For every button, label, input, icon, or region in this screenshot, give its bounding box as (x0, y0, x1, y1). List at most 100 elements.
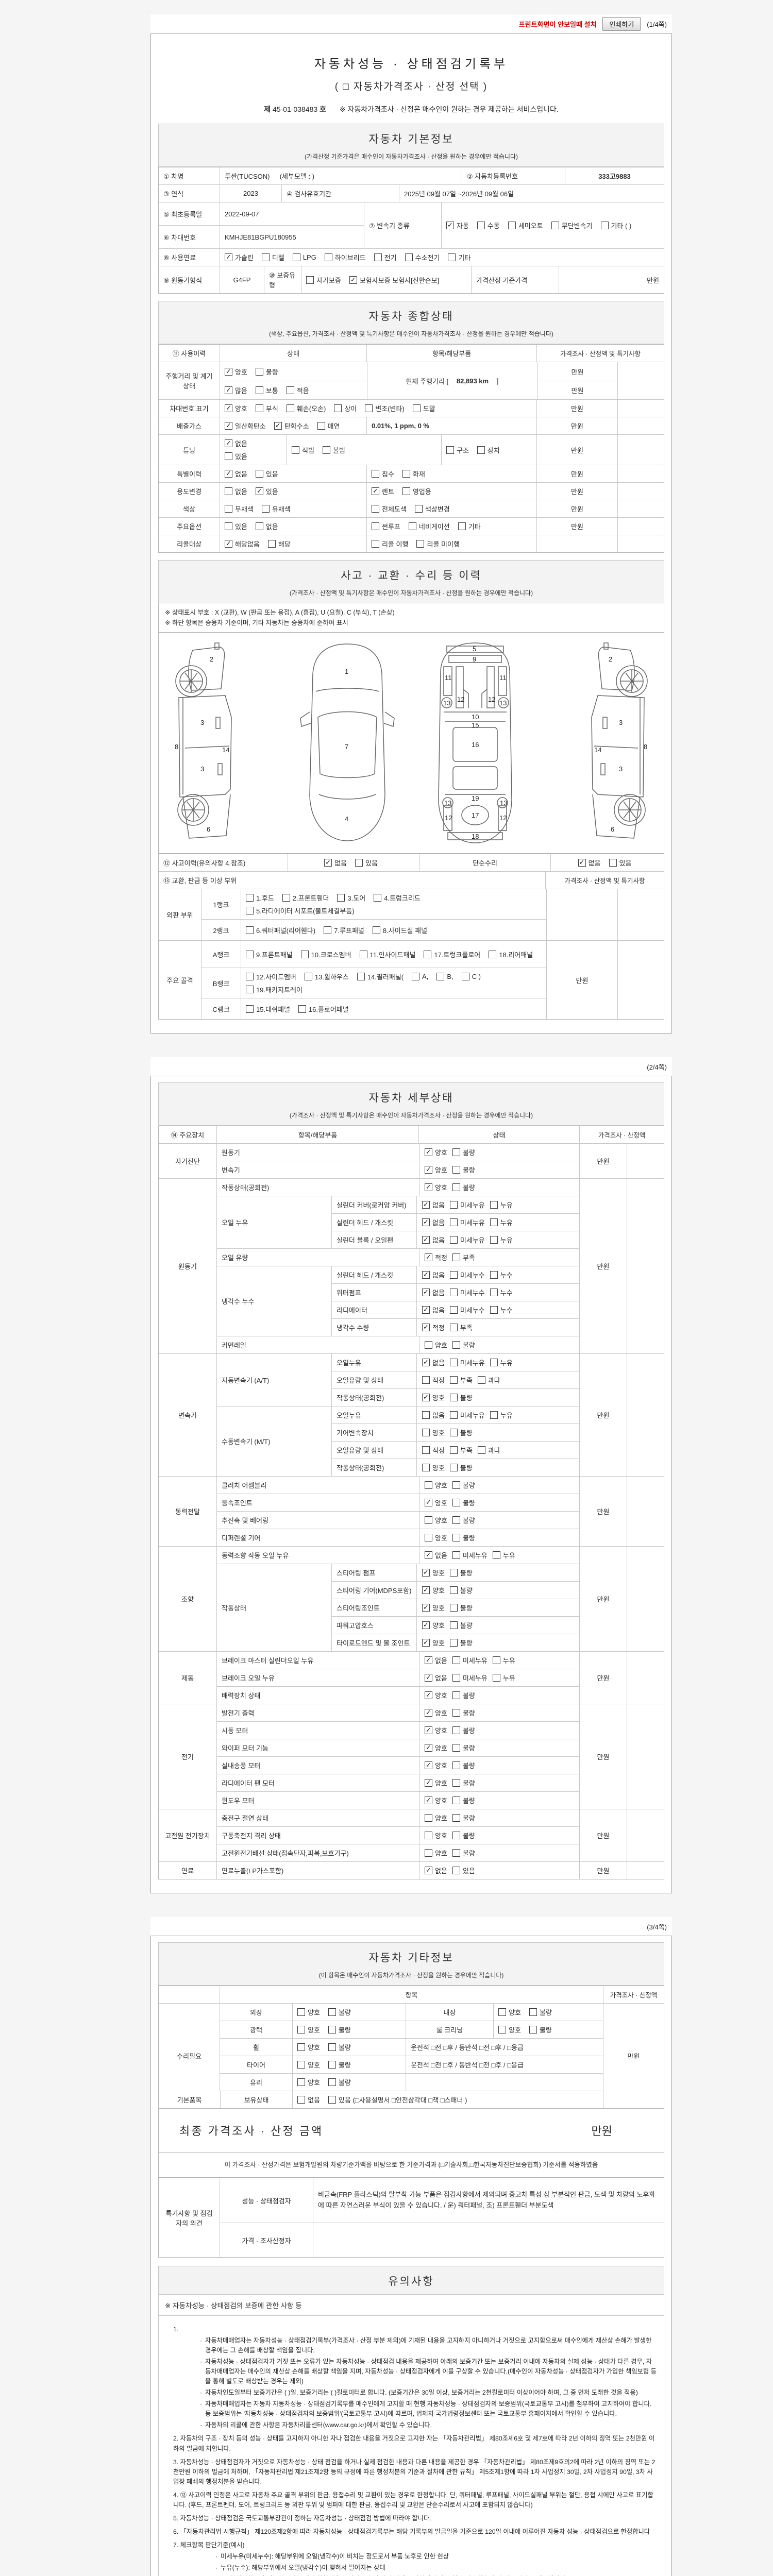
checkbox-option: 양호 (422, 1603, 445, 1613)
option-label: 미세누유 (462, 1674, 488, 1682)
checkbox-icon (490, 1218, 498, 1226)
exchange-label: ⑬ 교환, 판금 등 이상 부위 (163, 877, 237, 885)
option-label: 양호 (435, 1692, 447, 1700)
base-price-unit: 만원 (559, 266, 664, 293)
option-label: 부족 (462, 1254, 475, 1262)
option-label: 양호 (308, 2044, 320, 2052)
checkbox-option: 불량 (449, 1428, 473, 1437)
page-1: 자동차성능 · 상태점검기록부 ( □ 자동차가격조사 · 산정 선택 ) 제 … (150, 33, 672, 1033)
opinion-label: 특기사항 및 점검자의 의견 (165, 2209, 213, 2227)
section-accident-history: 사고 · 교환 · 수리 등 이력 (가격조사 · 산정액 및 특기사항은 매수… (158, 560, 664, 603)
option-label: 불량 (460, 1429, 473, 1437)
car-damage-diagram: 2 3 3 8 14 6 1 7 4 (158, 633, 664, 854)
panel-label: 8 (175, 743, 178, 751)
checkbox-checked-icon (225, 367, 232, 376)
checkbox-option: 양호 (225, 367, 247, 377)
notice-item: 6. 「자동차관리법 시행규칙」 제120조제2항에 따라 자동차성능 · 상태… (173, 2528, 650, 2535)
checkbox-option: 누수 (490, 1305, 513, 1315)
item-label: 커먼레일 (222, 1342, 246, 1349)
checkbox-option: 자가보증 (306, 275, 341, 285)
option-label: 3.도어 (347, 894, 366, 902)
price-basis-note: 이 가격조사 · 산정가격은 보험개발원의 차량기준가액을 바탕으로 한 기준가… (158, 2153, 664, 2178)
item-label: 오일 유량 (222, 1254, 248, 1262)
checkbox-option: 양호 (425, 1498, 447, 1507)
option-label: 16.플로어패널 (308, 1005, 349, 1013)
valid-label: ④ 검사유효기간 (281, 185, 399, 202)
option-label: 기타 (468, 523, 481, 531)
print-button[interactable]: 인쇄하기 (602, 17, 641, 31)
color-change-options: 전체도색 색상변경 (366, 500, 536, 517)
notice-item: 7. 체크항목 판단기준(예시) (173, 2541, 245, 2549)
checkbox-option: 많음 (225, 385, 247, 395)
checkbox-checked-icon (425, 1744, 432, 1752)
option-label: 8.사이드실 패널 (382, 926, 428, 935)
option-label: 누유 (502, 1552, 515, 1560)
checkbox-option: 양호 (297, 2042, 320, 2052)
price-cell: 만원 (536, 500, 617, 517)
checkbox-checked-icon (425, 1867, 432, 1874)
option-label: 있음 (619, 859, 632, 867)
option-label: 있음 (235, 453, 247, 461)
sub-items: 오일누유 없음 미세누유 누유 기어변속장치 양호 불량 오일유량 및 상태 적정 부족 과다 작동상… (331, 1406, 579, 1476)
checkbox-option: 양호 (297, 2060, 320, 2070)
option-label: 없음 (435, 1657, 447, 1665)
state-options: 없음 있음 (419, 1862, 579, 1879)
state-options: 양호 불량 (419, 1809, 579, 1826)
state-options: 양호 불량 (419, 1494, 579, 1511)
state-options: 적정 부족 과다 (416, 1371, 579, 1388)
vin-mark-options: 양호 부식 훼손(오손) 상이 변조(변타) 도말 (220, 400, 536, 417)
notice-item: 미세누유(미세누수): 해당부위에 오일(냉각수)이 비치는 정도로서 부품 노… (215, 2552, 657, 2562)
checkbox-option: 2.프론트휀더 (282, 893, 329, 903)
page-indicator-1: (1/4쪽) (647, 21, 667, 28)
sub-item-row: 타이로드엔드 및 볼 조인트 양호 불량 (332, 1634, 579, 1651)
inspector-opinion-row: 성능 · 상태점검자 비금속(FRP 플라스틱)의 탈부착 가능 부품은 점검사… (220, 2178, 664, 2223)
checkbox-option: 불량 (452, 1182, 475, 1192)
accident-history-label: ⑫ 사고이력(유의사항 4.참조) (163, 859, 246, 867)
outer-panel-rows: 외판 부위 1랭크 1.후드 2.프론트휀더 3.도어 4.트렁크리드 5.라디에이터 … (159, 889, 664, 940)
checkbox-icon (492, 1551, 500, 1559)
checkbox-checked-icon (446, 222, 454, 229)
checkbox-icon (372, 926, 380, 934)
checkbox-option: B, (436, 973, 453, 980)
option-label: 양호 (509, 2026, 521, 2034)
item-row: 브레이크 오일 누유 없음 미세누유 누유 (217, 1669, 579, 1686)
option-label: 양호 (432, 1622, 445, 1630)
checkbox-icon (255, 367, 263, 376)
document-header: 자동차성능 · 상태점검기록부 ( □ 자동차가격조사 · 산정 선택 ) 제 … (158, 40, 664, 124)
checkbox-option: 미세누유 (449, 1235, 485, 1245)
vin-mark-row: 차대번호 표기 양호 부식 훼손(오손) 상이 변조(변타) 도말 만원 (159, 399, 664, 417)
col-empty (159, 1986, 220, 2003)
checkbox-icon (374, 894, 382, 902)
checkbox-icon (498, 2008, 506, 2016)
option-label: 없음 (235, 488, 247, 496)
option-options: 있음 없음 (220, 518, 366, 535)
checkbox-option: 누유 (492, 1550, 515, 1560)
checkbox-checked-icon (274, 422, 282, 430)
checkbox-option: 과다 (477, 1375, 500, 1385)
state-options: 양호 불량 (419, 1477, 579, 1494)
checkbox-option: A, (412, 973, 428, 980)
notice-item: 자동차성능 · 상태점검자가 거짓 또는 오류가 있는 자동차성능 · 상태점검… (200, 2357, 657, 2386)
checkbox-icon (449, 1324, 458, 1331)
checkbox-option: 해당 (267, 539, 291, 549)
option-label: B, (447, 973, 453, 980)
option-label: 양호 (308, 2026, 320, 2034)
option-label: 불량 (462, 1499, 475, 1507)
price-cell: 만원 (579, 1477, 627, 1546)
option-label: 보통 (265, 387, 278, 395)
checkbox-option: 양호 (498, 2007, 521, 2017)
option-label: 불량 (460, 1622, 473, 1630)
checkbox-option: 영업용 (402, 486, 431, 496)
sub-item-label: 실린더 커버(로커암 커버) (337, 1201, 407, 1209)
checkbox-icon (449, 1411, 458, 1419)
panel-label: 12 (499, 814, 507, 822)
emission-options: 일산화탄소 탄화수소 매연 (220, 417, 366, 434)
checkbox-option: 10.크로스멤버 (300, 950, 351, 959)
item-label: 냉각수 누수 (222, 1298, 255, 1306)
main-option-row: 주요옵션 있음 없음 썬루프 네비게이션 기타 만원 (159, 517, 664, 535)
option-label: 양호 (435, 1709, 447, 1717)
price-cell: 만원 (536, 400, 617, 417)
state-options: 적정 부족 (416, 1319, 579, 1336)
